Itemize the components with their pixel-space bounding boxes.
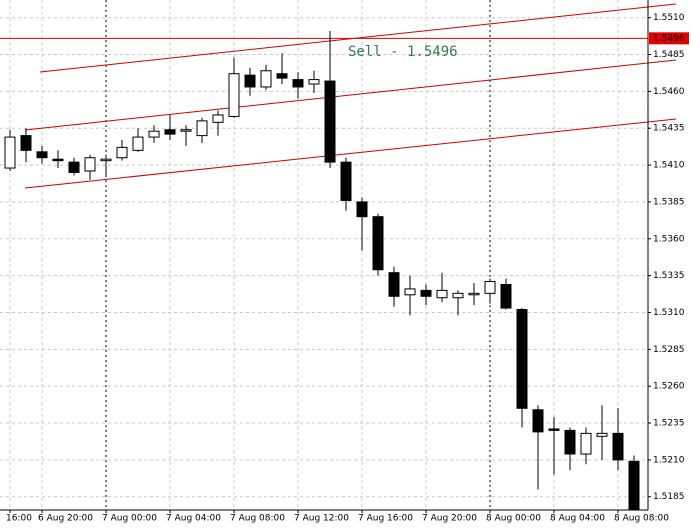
price-tag-label: 1.5496 <box>653 34 685 44</box>
candle-body <box>68 161 80 173</box>
candle-body <box>244 74 256 88</box>
candle-body <box>308 79 320 85</box>
x-tick-label: 16:00 <box>6 514 32 524</box>
candle-body <box>196 120 208 137</box>
candle-body <box>4 136 16 169</box>
candle-body <box>436 289 448 299</box>
candle-body <box>612 432 624 461</box>
candle-body <box>212 114 224 123</box>
y-tick-label: 1.5310 <box>653 308 685 318</box>
x-tick-label: 8 Aug 04:00 <box>550 514 605 524</box>
candle-body <box>324 80 336 163</box>
candle-body <box>52 158 64 162</box>
candle-body <box>468 292 480 296</box>
candle-body <box>516 309 528 409</box>
x-tick-label: 7 Aug 16:00 <box>358 514 413 524</box>
price-tag <box>649 32 689 45</box>
candle-body <box>452 292 464 299</box>
y-tick-label: 1.5335 <box>653 271 685 281</box>
candle-body <box>404 288 416 296</box>
candle-body <box>20 135 32 151</box>
x-tick-label: 7 Aug 04:00 <box>166 514 221 524</box>
y-tick-label: 1.5510 <box>653 13 685 23</box>
y-tick-label: 1.5260 <box>653 382 685 392</box>
candle-body <box>564 429 576 455</box>
candle-body <box>420 289 432 297</box>
y-tick-label: 1.5460 <box>653 87 685 97</box>
y-tick-label: 1.5360 <box>653 234 685 244</box>
candle-body <box>596 432 608 437</box>
y-tick-label: 1.5485 <box>653 50 685 60</box>
y-tick-label: 1.5210 <box>653 455 685 465</box>
candle-body <box>532 409 544 433</box>
candle-body <box>100 158 112 162</box>
x-tick-label: 7 Aug 20:00 <box>422 514 477 524</box>
x-tick-label: 7 Aug 08:00 <box>230 514 285 524</box>
x-tick-label: 8 Aug 08:00 <box>614 514 669 524</box>
candle-body <box>548 428 560 431</box>
candle-body <box>292 79 304 88</box>
candle-body <box>228 73 240 117</box>
candle-body <box>628 460 640 511</box>
candle-body <box>36 151 48 159</box>
candle-body <box>372 216 384 271</box>
channel-line <box>24 118 677 189</box>
candle-body <box>84 157 96 172</box>
y-tick-label: 1.5185 <box>653 492 685 502</box>
x-tick-label: 7 Aug 00:00 <box>102 514 157 524</box>
channel-line <box>24 59 677 131</box>
x-tick-label: 7 Aug 12:00 <box>294 514 349 524</box>
candle-body <box>276 73 288 79</box>
x-tick-label: 6 Aug 20:00 <box>38 514 93 524</box>
y-tick-label: 1.5410 <box>653 161 685 171</box>
candle-body <box>164 129 176 135</box>
y-tick-label: 1.5385 <box>653 197 685 207</box>
grid <box>0 0 648 510</box>
candle-body <box>484 281 496 294</box>
y-tick-label: 1.5435 <box>653 124 685 134</box>
axes: 1.5510 1.5485 1.5460 1.5435 1.5410 1.5385 1.53… <box>6 13 689 524</box>
y-tick-label: 1.5235 <box>653 419 685 429</box>
candle-body <box>388 272 400 297</box>
annotation: Sell - 1.5496 <box>348 44 458 60</box>
x-tick-label: 8 Aug 00:00 <box>486 514 541 524</box>
candle-body <box>260 70 272 88</box>
candle-body <box>500 283 512 309</box>
candle-body <box>580 432 592 455</box>
candle-body <box>132 136 144 151</box>
candle-body <box>356 201 368 218</box>
candle-body <box>180 129 192 132</box>
candles <box>0 30 648 511</box>
candle-body <box>148 130 160 138</box>
y-tick-label: 1.5285 <box>653 345 685 355</box>
candle-body <box>340 161 352 201</box>
candle-body <box>116 146 128 159</box>
